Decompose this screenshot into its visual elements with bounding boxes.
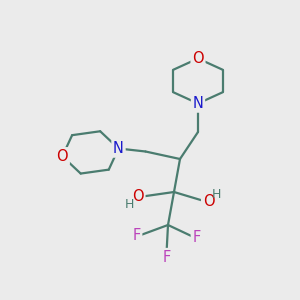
Text: H: H xyxy=(212,188,221,201)
Text: F: F xyxy=(132,228,141,243)
Text: O: O xyxy=(57,149,68,164)
Text: O: O xyxy=(203,194,214,208)
Text: H: H xyxy=(125,197,135,211)
Text: F: F xyxy=(192,230,201,244)
Text: O: O xyxy=(192,51,204,66)
Text: N: N xyxy=(113,141,124,156)
Text: F: F xyxy=(162,250,171,265)
Text: O: O xyxy=(132,189,144,204)
Text: N: N xyxy=(193,96,203,111)
